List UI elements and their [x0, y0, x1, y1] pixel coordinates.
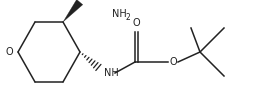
Polygon shape [63, 0, 83, 22]
Text: O: O [169, 57, 177, 67]
Text: O: O [132, 18, 140, 28]
Text: 2: 2 [126, 14, 131, 22]
Text: NH: NH [104, 68, 119, 78]
Text: NH: NH [112, 9, 127, 19]
Text: O: O [5, 47, 13, 57]
